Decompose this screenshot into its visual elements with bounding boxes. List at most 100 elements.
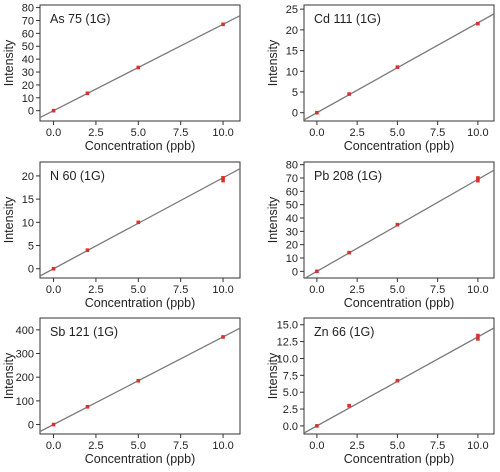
x-tick-label: 7.5 xyxy=(173,440,188,452)
data-point xyxy=(136,378,141,383)
y-tick-label: 80 xyxy=(22,3,34,15)
y-tick-label: 40 xyxy=(22,54,34,66)
panel-title: N 60 (1G) xyxy=(50,169,105,183)
data-point xyxy=(51,108,56,113)
x-tick-label: 0.0 xyxy=(309,284,324,296)
data-point xyxy=(315,269,319,274)
y-tick-label: 20 xyxy=(22,171,34,183)
data-point xyxy=(51,422,56,427)
panel-title: Zn 66 (1G) xyxy=(314,325,374,339)
y-tick-label: 50 xyxy=(286,200,298,212)
x-tick-label: 7.5 xyxy=(173,284,188,296)
x-axis-label: Concentration (ppb) xyxy=(85,139,195,153)
x-tick-label: 7.5 xyxy=(173,127,188,139)
x-tick-label: 7.5 xyxy=(430,127,445,139)
data-point xyxy=(136,220,141,225)
y-tick-label: 30 xyxy=(286,226,298,238)
x-tick-label: 5.0 xyxy=(131,284,146,296)
y-tick-label: 15 xyxy=(286,46,298,58)
data-point xyxy=(476,337,480,341)
y-axis-label: Intensity xyxy=(2,196,16,243)
x-tick-label: 10.0 xyxy=(467,440,488,452)
data-point xyxy=(221,178,225,183)
x-tick-label: 5.0 xyxy=(131,127,146,139)
y-tick-label: 7.5 xyxy=(283,370,298,382)
data-point xyxy=(347,403,351,408)
y-axis-label: Intensity xyxy=(266,39,280,86)
x-tick-label: 7.5 xyxy=(430,440,445,452)
y-tick-label: 40 xyxy=(286,213,298,225)
y-tick-label: 70 xyxy=(22,15,34,27)
data-point xyxy=(395,222,400,227)
y-tick-label: 5 xyxy=(28,241,34,253)
data-point xyxy=(136,65,141,70)
x-axis-label: Concentration (ppb) xyxy=(85,296,195,310)
x-tick-label: 10.0 xyxy=(212,440,233,452)
y-tick-label: 10 xyxy=(22,217,34,229)
x-tick-label: 5.0 xyxy=(390,127,405,139)
x-tick-label: 10.0 xyxy=(212,127,233,139)
y-tick-label: 15.0 xyxy=(277,320,298,332)
y-tick-label: 70 xyxy=(286,173,298,185)
x-axis-label: Concentration (ppb) xyxy=(85,452,195,466)
y-tick-label: 0 xyxy=(28,420,34,432)
panel-title: Sb 121 (1G) xyxy=(50,325,118,339)
data-point xyxy=(221,335,225,339)
plot-frame xyxy=(303,4,495,122)
data-point xyxy=(51,266,56,271)
data-point xyxy=(315,424,319,428)
y-tick-label: 300 xyxy=(16,349,34,361)
y-tick-label: 5.0 xyxy=(283,387,298,399)
data-point xyxy=(221,22,225,27)
panel-title: Pb 208 (1G) xyxy=(314,169,382,183)
y-tick-label: 60 xyxy=(286,186,298,198)
x-tick-label: 0.0 xyxy=(46,127,61,139)
x-tick-label: 2.5 xyxy=(88,127,103,139)
data-point xyxy=(476,176,480,180)
plot-frame xyxy=(39,317,241,435)
data-point xyxy=(395,378,400,383)
y-tick-label: 12.5 xyxy=(277,337,298,349)
x-tick-label: 10.0 xyxy=(212,284,233,296)
y-tick-label: 50 xyxy=(22,41,34,53)
x-axis-label: Concentration (ppb) xyxy=(344,296,454,310)
y-tick-label: 100 xyxy=(16,396,34,408)
data-point xyxy=(85,248,90,252)
y-tick-label: 10 xyxy=(286,253,298,265)
x-tick-label: 0.0 xyxy=(46,440,61,452)
data-point xyxy=(85,404,90,409)
y-tick-label: 2.5 xyxy=(283,404,298,416)
chart-panel-5: 0.0 2.5 5.0 7.5 10.0 0 100 200 300 400 Sb 121 (1G)… xyxy=(2,317,241,466)
y-axis-label: Intensity xyxy=(2,39,16,86)
y-tick-label: 10.0 xyxy=(277,353,298,365)
y-tick-label: 10 xyxy=(22,93,34,105)
y-tick-label: 400 xyxy=(16,325,34,337)
y-tick-label: 15 xyxy=(22,194,34,206)
x-tick-label: 5.0 xyxy=(390,440,405,452)
data-point xyxy=(347,250,351,255)
y-tick-label: 25 xyxy=(286,4,298,16)
data-point xyxy=(85,91,90,96)
data-point xyxy=(476,178,480,183)
x-tick-label: 2.5 xyxy=(88,284,103,296)
y-tick-label: 60 xyxy=(22,28,34,40)
y-tick-label: 30 xyxy=(22,67,34,79)
y-tick-label: 0 xyxy=(28,106,34,118)
panel-title: As 75 (1G) xyxy=(50,12,110,26)
y-tick-label: 5 xyxy=(292,87,298,99)
y-axis-label: Intensity xyxy=(266,352,280,399)
data-point xyxy=(395,65,400,69)
x-tick-label: 0.0 xyxy=(309,127,324,139)
plot-frame xyxy=(303,161,495,279)
data-point xyxy=(476,333,480,338)
x-tick-label: 0.0 xyxy=(309,440,324,452)
x-tick-label: 2.5 xyxy=(88,440,103,452)
data-point xyxy=(347,92,351,96)
y-tick-label: 10 xyxy=(286,66,298,78)
plot-frame xyxy=(39,4,241,122)
y-tick-label: 0.0 xyxy=(283,421,298,433)
y-tick-label: 0 xyxy=(292,266,298,278)
y-axis-label: Intensity xyxy=(266,196,280,243)
